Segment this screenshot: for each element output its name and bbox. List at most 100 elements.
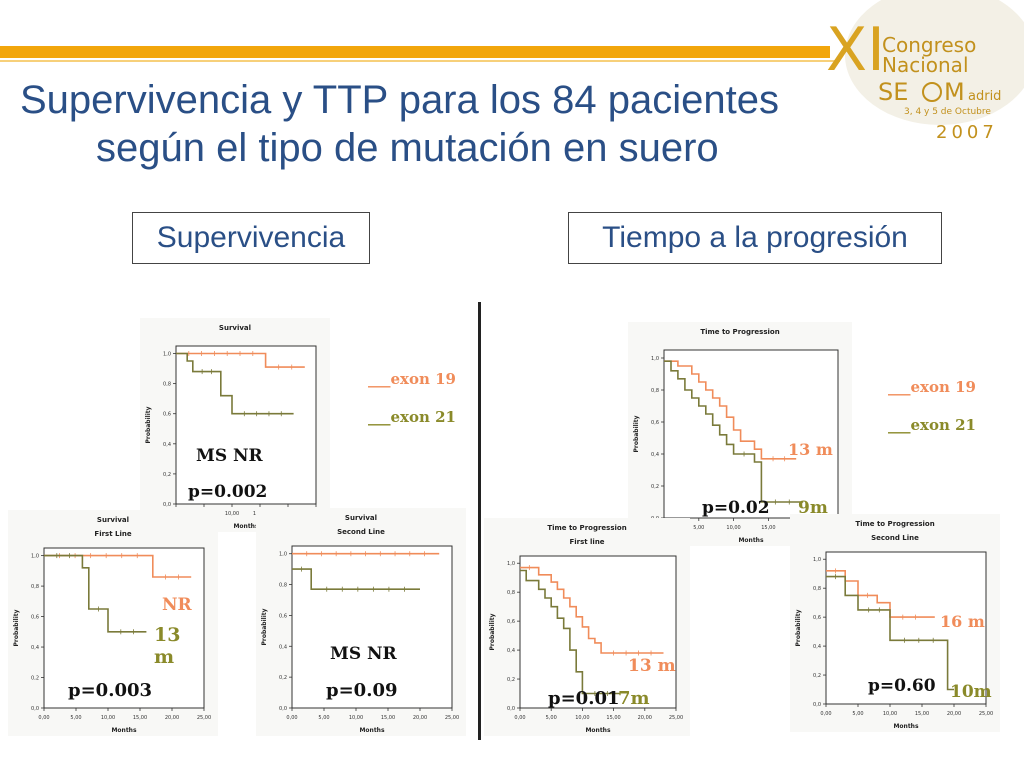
logo-numeral: XI bbox=[826, 15, 885, 85]
chart-title: Time to Progression bbox=[700, 328, 779, 336]
x-axis-label: Months bbox=[893, 723, 919, 730]
y-tick-label: 0,2 bbox=[651, 484, 659, 490]
series-line-exon19 bbox=[664, 360, 797, 460]
x-tick-label: 10,00 bbox=[575, 715, 589, 721]
plot-area bbox=[175, 345, 317, 505]
y-tick-label: 0,2 bbox=[813, 673, 821, 679]
chart-survival-first-line: Survival First Line 0,0 0,2 0,4 0,6 0,8 1,0 0,00… bbox=[8, 510, 218, 736]
legend-survival: ___exon 19 ___exon 21 bbox=[368, 368, 468, 428]
x-tick-label: 10,00 bbox=[349, 715, 363, 721]
x-tick-label: 20,00 bbox=[165, 715, 179, 721]
y-tick-label: 0,4 bbox=[651, 452, 659, 458]
y-tick-label: 0,8 bbox=[813, 586, 821, 592]
x-tick-label: 10,00 bbox=[101, 715, 115, 721]
annotation-median: 10m bbox=[950, 682, 992, 702]
legend-exon19: ___exon 19 bbox=[368, 370, 456, 388]
logo-brand-left: SE bbox=[878, 78, 908, 106]
annotation-p-value: p=0.02 bbox=[702, 498, 770, 518]
y-tick-label: 0,8 bbox=[31, 584, 39, 590]
chart-ttp-first-line: Time to Progression First line 0,0 0,2 0,4 0,… bbox=[484, 518, 690, 736]
chart-svg: Survival Second Line 0,0 0,2 0,4 0,6 0,8 1,0 0,0… bbox=[261, 514, 459, 734]
chart-subtitle: Second Line bbox=[337, 528, 385, 536]
x-tick-label: 10,00 bbox=[225, 511, 239, 517]
legend-exon19: ___exon 19 bbox=[888, 378, 976, 396]
section-label-ttp: Tiempo a la progresión bbox=[568, 212, 942, 264]
x-tick-label: 25,00 bbox=[979, 711, 993, 717]
x-tick-label: 25,00 bbox=[197, 715, 211, 721]
y-tick-label: 1,0 bbox=[507, 561, 515, 567]
x-tick-label: 0,00 bbox=[514, 715, 525, 721]
y-tick-label: 1,0 bbox=[651, 356, 659, 362]
logo-year: 2007 bbox=[936, 122, 998, 143]
y-axis-label: Probability bbox=[795, 609, 802, 646]
series-line-exon19 bbox=[44, 554, 192, 578]
annotation-p-value: p=0.01 bbox=[548, 688, 620, 709]
y-tick-label: 1,0 bbox=[163, 352, 171, 358]
y-tick-label: 0,2 bbox=[507, 677, 515, 683]
y-tick-label: 0,8 bbox=[507, 590, 515, 596]
plot-area bbox=[519, 555, 677, 709]
title-line-1: Supervivencia y TTP para los 84 paciente… bbox=[20, 78, 779, 122]
x-tick-label: 20,00 bbox=[947, 711, 961, 717]
y-tick-label: 0,4 bbox=[163, 442, 171, 448]
y-tick-label: 0,8 bbox=[279, 583, 287, 589]
x-tick-label: 0,00 bbox=[286, 715, 297, 721]
chart-svg: Time to Progression First line 0,0 0,2 0,4 0,… bbox=[489, 524, 683, 734]
chart-subtitle: Second Line bbox=[871, 534, 919, 542]
y-tick-label: 0,6 bbox=[163, 412, 171, 418]
y-tick-label: 0,6 bbox=[279, 613, 287, 619]
plot-area bbox=[291, 545, 453, 709]
plot-area bbox=[825, 551, 987, 705]
annotation-median: 16 m bbox=[940, 612, 985, 631]
x-axis-label: Months bbox=[233, 523, 259, 530]
x-tick-label: 15,00 bbox=[133, 715, 147, 721]
y-axis-label: Probability bbox=[145, 406, 152, 443]
chart-survival-second-line: Survival Second Line 0,0 0,2 0,4 0,6 0,8 1,0 0,0… bbox=[256, 508, 466, 736]
annotation-median: 9m bbox=[798, 498, 828, 518]
annotation-ms: MS NR bbox=[330, 644, 397, 664]
y-tick-label: 1,0 bbox=[813, 557, 821, 563]
x-tick-label: 10,00 bbox=[726, 525, 740, 531]
x-tick-label: 20,00 bbox=[638, 715, 652, 721]
y-tick-label: 0,6 bbox=[31, 615, 39, 621]
annotation-p-value: p=0.003 bbox=[68, 680, 153, 701]
chart-svg: Survival0,00,20,40,60,81,00,005,0010,001… bbox=[145, 324, 323, 530]
y-tick-label: 0,4 bbox=[279, 644, 287, 650]
y-tick-label: 0,8 bbox=[163, 382, 171, 388]
series-line-exon19 bbox=[520, 566, 664, 654]
legend-exon21: ___exon 21 bbox=[888, 416, 976, 434]
y-tick-label: 0,0 bbox=[31, 706, 39, 712]
x-tick-label: 5,00 bbox=[546, 715, 557, 721]
y-axis-label: Probability bbox=[489, 613, 496, 650]
chart-title: Time to Progression bbox=[855, 520, 934, 528]
chart-subtitle: First Line bbox=[94, 530, 131, 538]
series-line-exon21 bbox=[176, 352, 294, 415]
logo-city: adrid bbox=[968, 89, 1001, 104]
x-tick-label: 25,00 bbox=[445, 715, 459, 721]
chart-title: Survival bbox=[97, 516, 129, 524]
annotation-median: 7m bbox=[618, 688, 650, 709]
y-tick-label: 0,2 bbox=[279, 675, 287, 681]
series-line-exon21 bbox=[520, 569, 620, 695]
series-line-exon21 bbox=[826, 575, 954, 691]
logo-line1: Congreso bbox=[882, 33, 976, 57]
x-tick-label: 15,00 bbox=[381, 715, 395, 721]
chart-svg: Survival First Line 0,0 0,2 0,4 0,6 0,8 1,0 0,00… bbox=[13, 516, 211, 734]
y-axis-label: Probability bbox=[13, 609, 20, 646]
plot-area bbox=[43, 547, 205, 709]
x-tick-label: 15,00 bbox=[761, 525, 775, 531]
y-tick-label: 1,0 bbox=[279, 552, 287, 558]
series-line-exon19 bbox=[176, 352, 305, 368]
x-tick-label: 0,00 bbox=[38, 715, 49, 721]
accent-bar-thin bbox=[0, 60, 840, 62]
annotation-p-value: p=0.002 bbox=[188, 482, 268, 502]
x-tick-label: 15,00 bbox=[915, 711, 929, 717]
plot-area bbox=[663, 349, 839, 519]
legend-exon21: ___exon 21 bbox=[368, 408, 456, 426]
annotation-median: 13 m bbox=[788, 440, 833, 459]
section-label-survival: Supervivencia bbox=[132, 212, 370, 264]
y-tick-label: 0,2 bbox=[163, 472, 171, 478]
chart-title: Time to Progression bbox=[547, 524, 626, 532]
slide-title: Supervivencia y TTP para los 84 paciente… bbox=[20, 76, 920, 172]
y-tick-label: 0,8 bbox=[651, 388, 659, 394]
